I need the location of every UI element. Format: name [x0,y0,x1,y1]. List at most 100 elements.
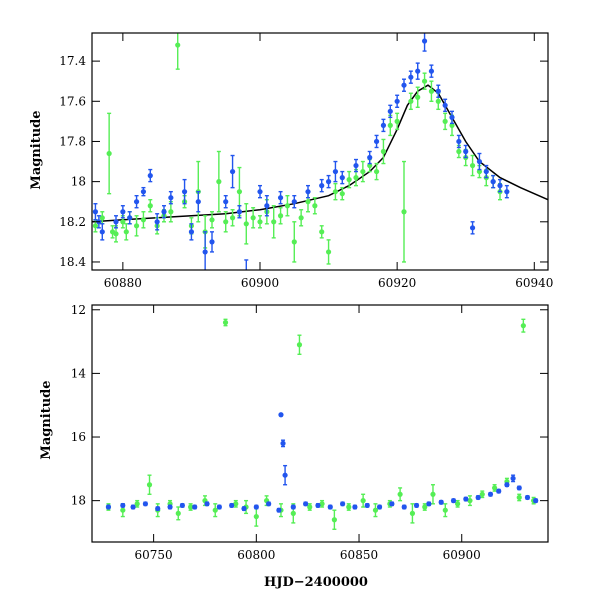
bottom-green-point [146,474,153,495]
top-blue-point [202,231,208,270]
top-blue-point [277,190,284,205]
bottom-blue-point [142,501,149,507]
bottom-green-point [442,503,448,518]
top-blue-point [161,205,167,219]
bottom-blue-point [352,504,358,510]
bottom-panel: 60750 60800 60850 60900 12 14 16 18 [71,303,549,562]
bottom-blue-point [276,507,282,513]
top-blue-point [497,178,503,193]
top-blue-point [449,110,455,125]
bottom-y-tick-label: 18 [71,494,86,508]
bottom-green-point [346,503,352,511]
bottom-y-tick-label: 16 [71,430,86,444]
top-y-tick-label: 18.4 [59,255,86,269]
top-blue-point [353,158,359,173]
top-green-point [332,182,339,201]
bottom-green-point [430,484,436,505]
top-green-point [298,209,304,227]
top-blue-point [476,152,483,171]
top-green-point [140,211,147,229]
top-green-point [123,223,129,241]
bottom-y-axis-label: Magnitude [39,380,54,459]
top-green-point [175,33,181,70]
bottom-y-tick-label: 12 [71,303,86,317]
bottom-green-point [296,334,303,356]
bottom-green-point [307,503,313,511]
top-blue-point [305,184,311,199]
top-green-point [229,209,236,227]
bottom-green-point [331,509,337,530]
bottom-blue-point [364,502,370,509]
top-blue-point [339,170,345,185]
bottom-blue-point [290,504,296,510]
top-green-point [325,239,332,265]
bottom-blue-point [450,498,457,504]
top-plot-area [92,33,548,270]
bottom-blue-point [426,501,432,507]
top-green-point [373,162,380,181]
top-y-tick-label: 17.6 [59,94,86,108]
top-blue-point [325,174,332,189]
top-blue-point [421,33,428,52]
bottom-blue-point [105,504,112,510]
top-blue-point [147,168,153,183]
top-green-point [346,170,352,189]
top-green-point [421,72,428,90]
top-blue-point [490,174,496,189]
top-blue-point [140,186,147,197]
top-green-point [291,221,297,263]
top-blue-point [435,84,441,98]
bottom-green-point [253,506,259,527]
bottom-blue-point [179,502,185,509]
top-y-tick-label: 18 [71,175,86,189]
bottom-green-point [520,318,526,333]
bottom-green-point [233,499,239,508]
bottom-blue-point [376,504,383,510]
top-blue-point [99,223,105,241]
top-green-point [469,154,476,177]
top-green-point [209,211,215,229]
top-blue-point [367,150,373,165]
bottom-blue-point [413,502,420,509]
bottom-green-point [175,506,181,521]
bottom-blue-point [524,494,531,501]
bottom-blue-point [475,494,481,501]
top-x-tick-label: 60940 [515,276,553,290]
bottom-green-point [360,493,366,508]
top-blue-point [223,194,229,209]
bottom-green-point [397,487,403,502]
bottom-y-tick-label: 14 [71,366,87,380]
top-y-tick-label: 17.8 [59,134,86,148]
bottom-blue-point [280,439,286,448]
top-blue-point [483,164,489,179]
bottom-blue-point [253,504,259,510]
top-blue-point [257,184,263,199]
top-blue-point [229,154,236,189]
top-blue-point [195,190,201,213]
top-blue-point [469,221,476,235]
top-blue-point [394,94,400,109]
bottom-blue-point [389,501,395,507]
bottom-green-point [134,499,140,508]
bottom-blue-point [216,504,222,510]
top-green-point [168,201,174,223]
bottom-blue-point [278,412,284,418]
bottom-green-point [409,503,416,524]
bottom-blue-point [241,505,247,512]
bottom-x-axis-label: HJD−2400000 [264,575,368,590]
top-y-tick-label: 18.2 [59,215,86,229]
top-green-point [133,215,140,237]
bottom-blue-point [192,504,198,510]
top-model-curve [92,84,548,223]
top-green-point [401,160,407,263]
top-green-point [312,196,318,215]
bottom-blue-point [533,498,539,504]
bottom-blue-point [303,501,309,507]
top-green-point [106,112,112,195]
top-green-point [415,86,421,109]
bottom-blue-point [130,504,136,510]
top-blue-point [456,134,462,149]
top-green-point [360,160,366,183]
bottom-blue-point [339,501,346,507]
